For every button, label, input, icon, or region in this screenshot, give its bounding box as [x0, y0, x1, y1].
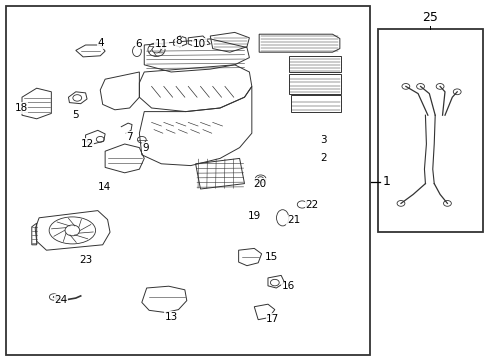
- Text: 12: 12: [80, 139, 94, 149]
- Text: 7: 7: [126, 132, 133, 142]
- Text: 1: 1: [382, 175, 390, 188]
- Text: 16: 16: [281, 281, 295, 291]
- Text: 10: 10: [193, 39, 205, 49]
- Text: 15: 15: [264, 252, 278, 262]
- Text: 18: 18: [14, 103, 28, 113]
- Text: 8: 8: [175, 36, 182, 46]
- Text: 22: 22: [305, 200, 318, 210]
- Text: 11: 11: [154, 39, 168, 49]
- Text: 6: 6: [135, 39, 142, 49]
- Text: 21: 21: [286, 215, 300, 225]
- Text: 24: 24: [54, 294, 68, 305]
- Text: 19: 19: [247, 211, 261, 221]
- Text: 2: 2: [320, 153, 326, 163]
- Text: 9: 9: [142, 143, 149, 153]
- Text: 4: 4: [98, 38, 104, 48]
- Text: 17: 17: [265, 314, 279, 324]
- Text: 14: 14: [97, 182, 111, 192]
- Text: 3: 3: [320, 135, 326, 145]
- Text: 23: 23: [79, 255, 92, 265]
- Text: 5: 5: [72, 110, 79, 120]
- Text: 13: 13: [164, 312, 178, 322]
- Bar: [377, 29, 482, 232]
- Bar: [6, 6, 369, 355]
- Text: 20: 20: [253, 179, 266, 189]
- Text: 25: 25: [421, 11, 437, 24]
